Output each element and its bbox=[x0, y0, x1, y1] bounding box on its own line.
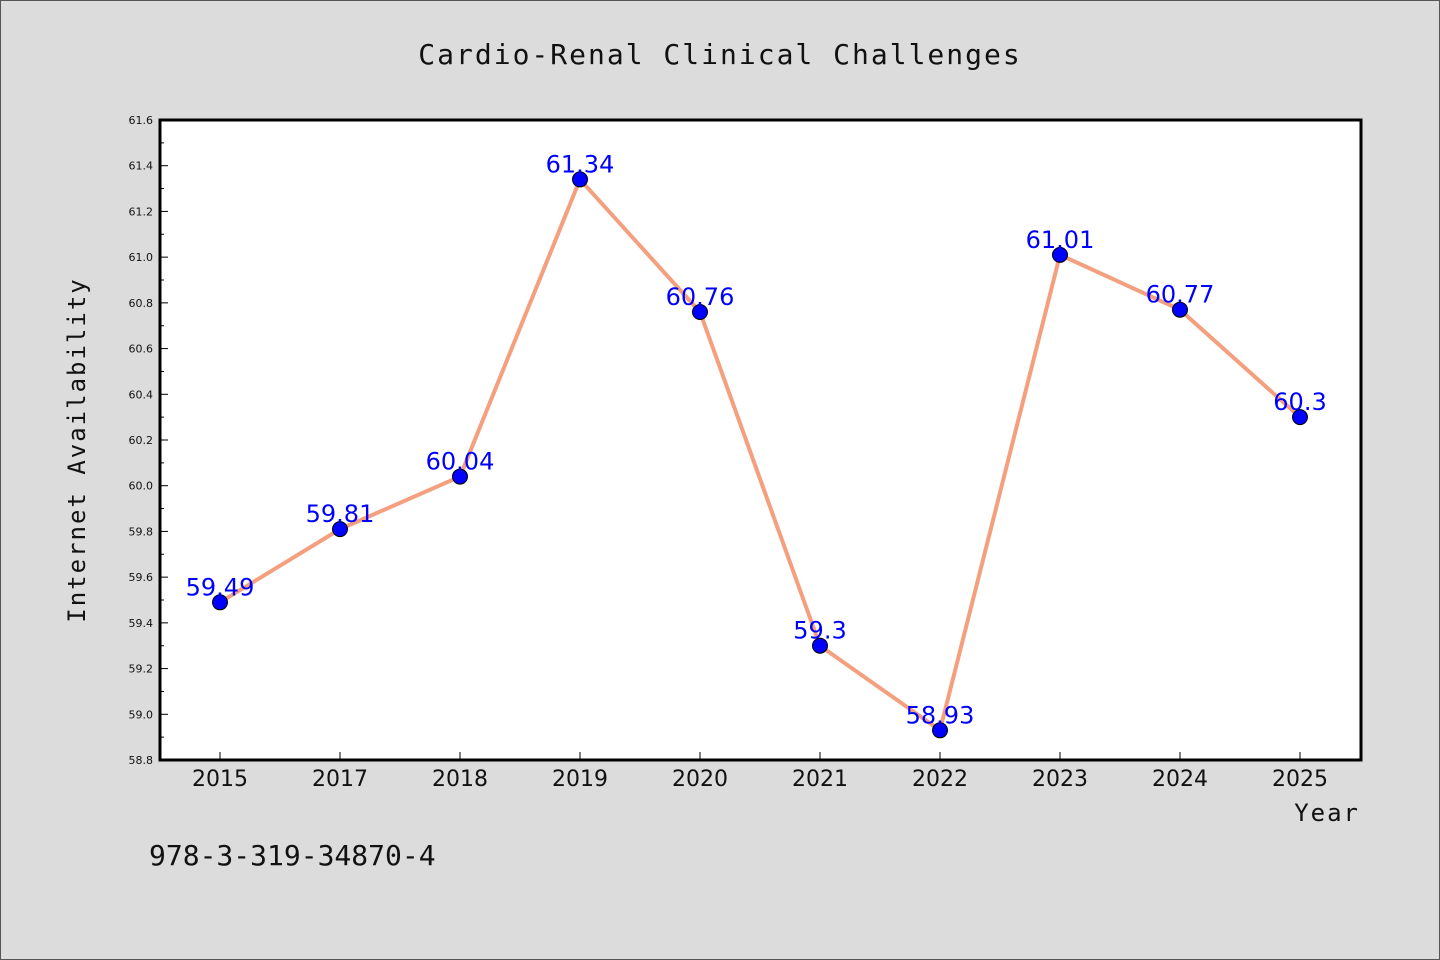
y-axis-label: Internet Availability bbox=[63, 277, 91, 622]
y-tick-label: 59.6 bbox=[129, 571, 154, 584]
y-tick-label: 60.6 bbox=[129, 343, 154, 356]
data-point bbox=[1052, 246, 1068, 263]
y-tick-label: 60.0 bbox=[129, 480, 154, 493]
data-label: 60.76 bbox=[666, 283, 735, 311]
data-label: 61.01 bbox=[1026, 226, 1095, 254]
data-point bbox=[572, 171, 588, 188]
y-tick-label: 61.4 bbox=[129, 160, 154, 173]
y-tick-label: 59.0 bbox=[129, 708, 154, 721]
plot-area bbox=[158, 118, 1363, 762]
chart-title: Cardio-Renal Clinical Challenges bbox=[418, 38, 1021, 71]
data-point bbox=[1292, 409, 1308, 426]
x-tick-label: 2018 bbox=[432, 767, 488, 792]
x-tick-label: 2015 bbox=[192, 767, 248, 792]
data-point bbox=[1172, 301, 1188, 318]
x-tick-label: 2025 bbox=[1272, 767, 1328, 792]
y-tick-label: 61.6 bbox=[129, 114, 154, 127]
data-label: 61.34 bbox=[546, 150, 615, 178]
data-point bbox=[932, 722, 948, 739]
x-tick-label: 2024 bbox=[1152, 767, 1208, 792]
footer-text: 978-3-319-34870-4 bbox=[149, 839, 436, 872]
data-label: 58.93 bbox=[906, 701, 975, 729]
y-tick-label: 60.2 bbox=[129, 434, 154, 447]
y-tick-label: 61.0 bbox=[129, 251, 154, 264]
data-point bbox=[332, 521, 348, 538]
data-label: 59.3 bbox=[793, 617, 846, 645]
y-axis: 58.8 59.0 59.2 59.4 59.6 59.8 60.0 60.2 60.4 60.6… bbox=[129, 114, 168, 767]
y-tick-label: 59.8 bbox=[129, 525, 154, 538]
x-axis: 2015 2017 2018 2019 2020 2021 2022 2023 2024 2025 bbox=[192, 752, 1328, 792]
data-point bbox=[452, 468, 468, 485]
data-label: 60.04 bbox=[426, 448, 495, 476]
data-point bbox=[212, 594, 228, 611]
data-label: 60.3 bbox=[1273, 388, 1326, 416]
data-label: 59.49 bbox=[186, 573, 255, 601]
data-point bbox=[812, 637, 828, 654]
y-tick-label: 60.4 bbox=[129, 388, 154, 401]
data-label: 60.77 bbox=[1146, 281, 1215, 309]
x-tick-label: 2021 bbox=[792, 767, 848, 792]
y-tick-label: 61.2 bbox=[129, 205, 154, 218]
series-layer: 59.49 59.81 60.04 61.34 60.76 59.3 58.93 61.01 6… bbox=[186, 150, 1327, 739]
y-tick-label: 58.8 bbox=[129, 754, 154, 767]
data-point bbox=[692, 304, 708, 320]
x-axis-label: Year bbox=[1294, 799, 1360, 827]
x-tick-label: 2023 bbox=[1032, 767, 1088, 792]
x-tick-label: 2020 bbox=[672, 767, 728, 792]
x-tick-label: 2017 bbox=[312, 767, 368, 792]
y-tick-label: 60.8 bbox=[129, 297, 154, 310]
y-tick-label: 59.2 bbox=[129, 663, 154, 676]
series-line bbox=[218, 177, 1302, 733]
x-tick-label: 2022 bbox=[912, 767, 968, 792]
data-label: 59.81 bbox=[306, 500, 375, 528]
x-tick-label: 2019 bbox=[552, 767, 608, 792]
y-tick-label: 59.4 bbox=[129, 617, 154, 630]
